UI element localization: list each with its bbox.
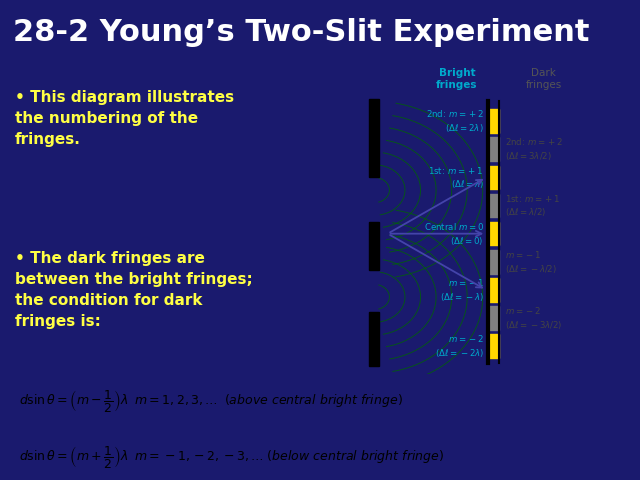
Text: 1st: $m = +1$
$(\Delta\ell = \lambda)$: 1st: $m = +1$ $(\Delta\ell = \lambda)$ bbox=[429, 165, 484, 190]
Bar bbox=[488, 250, 499, 274]
Bar bbox=[488, 166, 499, 189]
Text: Dark
fringes: Dark fringes bbox=[526, 68, 562, 90]
Text: 28-2 Young’s Two-Slit Experiment: 28-2 Young’s Two-Slit Experiment bbox=[13, 18, 589, 47]
Text: $d\sin\theta = \left(m - \dfrac{1}{2}\right)\lambda \;\; m = 1, 2, 3, \ldots \;\: $d\sin\theta = \left(m - \dfrac{1}{2}\ri… bbox=[19, 388, 403, 414]
Text: $m = -2$
$(\Delta\ell = -3\lambda/2)$: $m = -2$ $(\Delta\ell = -3\lambda/2)$ bbox=[505, 305, 563, 331]
Bar bbox=[488, 278, 499, 302]
Text: Central $m = 0$
$(\Delta\ell = 0)$: Central $m = 0$ $(\Delta\ell = 0)$ bbox=[424, 221, 484, 247]
Bar bbox=[488, 306, 499, 330]
Bar bbox=[488, 137, 499, 161]
Bar bbox=[369, 222, 379, 270]
Text: $d\sin\theta = \left(m + \dfrac{1}{2}\right)\lambda \;\; m = -1, -2, -3, \ldots : $d\sin\theta = \left(m + \dfrac{1}{2}\ri… bbox=[19, 444, 444, 470]
Text: $m = -1$
$(\Delta\ell = -\lambda/2)$: $m = -1$ $(\Delta\ell = -\lambda/2)$ bbox=[505, 249, 557, 275]
Text: $m = -2$
$(\Delta\ell = -2\lambda)$: $m = -2$ $(\Delta\ell = -2\lambda)$ bbox=[435, 334, 484, 359]
Bar bbox=[369, 312, 379, 366]
Bar bbox=[488, 222, 499, 245]
Bar bbox=[488, 194, 499, 217]
Bar bbox=[369, 98, 379, 178]
Text: • This diagram illustrates
the numbering of the
fringes.: • This diagram illustrates the numbering… bbox=[15, 90, 234, 146]
Text: 1st: $m = +1$
$(\Delta\ell = \lambda/2)$: 1st: $m = +1$ $(\Delta\ell = \lambda/2)$ bbox=[505, 192, 561, 218]
Text: • The dark fringes are
between the bright fringes;
the condition for dark
fringe: • The dark fringes are between the brigh… bbox=[15, 251, 253, 328]
Text: $m = -1$
$(\Delta\ell = -\lambda)$: $m = -1$ $(\Delta\ell = -\lambda)$ bbox=[440, 277, 484, 303]
Text: 2nd: $m = +2$
$(\Delta\ell = 2\lambda)$: 2nd: $m = +2$ $(\Delta\ell = 2\lambda)$ bbox=[426, 108, 484, 134]
Text: Bright
fringes: Bright fringes bbox=[436, 68, 477, 90]
Bar bbox=[488, 335, 499, 358]
Bar bbox=[488, 109, 499, 133]
Text: 2nd: $m = +2$
$(\Delta\ell = 3\lambda/2)$: 2nd: $m = +2$ $(\Delta\ell = 3\lambda/2)… bbox=[505, 136, 563, 162]
